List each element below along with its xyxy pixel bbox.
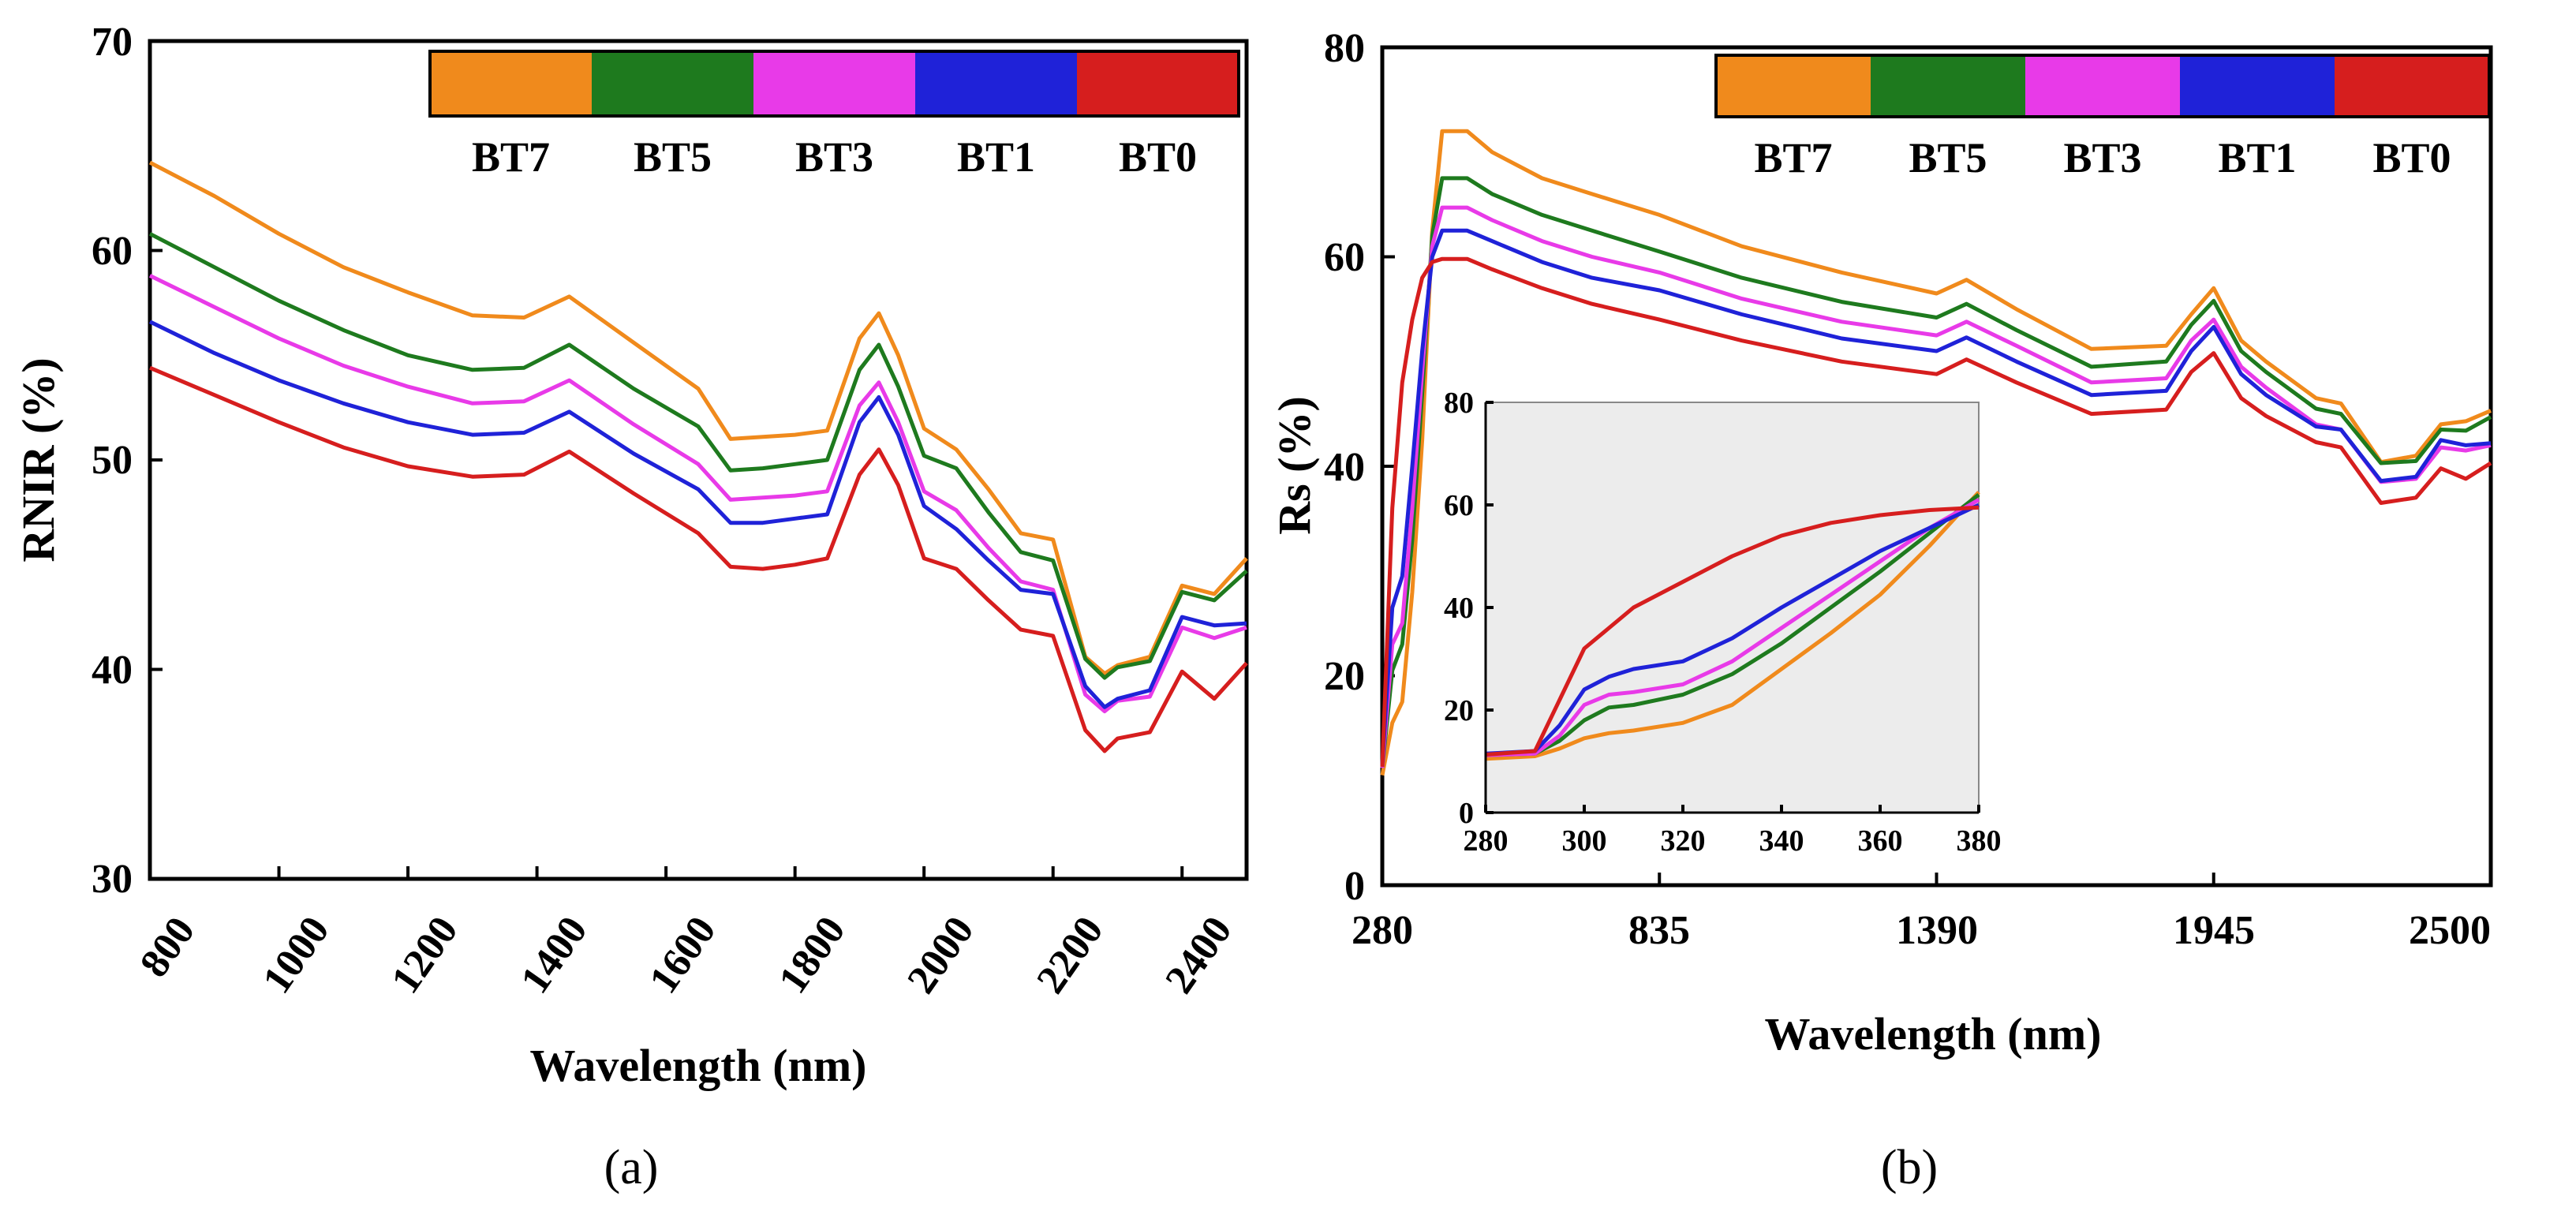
panel-a-legend-label: BT7 xyxy=(472,133,550,181)
panel-a-legend-swatch-bt3 xyxy=(753,51,915,116)
panel-a-xtick-label: 1600 xyxy=(641,909,724,1002)
inset-ytick-label: 60 xyxy=(1444,489,1474,522)
inset-line-bt3 xyxy=(1485,498,1980,757)
panel-a-legend-label: BT5 xyxy=(634,133,712,181)
panel-a-legend-swatch-bt0 xyxy=(1077,51,1239,116)
panel-a-xtick-label: 1800 xyxy=(770,909,854,1002)
panel-b-legend-swatch-bt0 xyxy=(2335,55,2489,117)
panel-b-ytick-label: 0 xyxy=(1344,864,1365,909)
panel-b-xtick-label: 1390 xyxy=(1896,908,1978,953)
panel-b-xtick-label: 1945 xyxy=(2173,908,2255,953)
panel-a-legend: BT7 BT5 BT3 BT1 BT0 xyxy=(428,50,1240,181)
panel-a-label: (a) xyxy=(604,1141,659,1194)
inset-line-bt0 xyxy=(1485,505,1980,757)
panel-b-xtick-label: 280 xyxy=(1352,908,1413,953)
panel-a-xtick-label: 1000 xyxy=(254,909,338,1002)
panel-b-legend-frame xyxy=(1714,54,2491,118)
panel-a-line-bt3 xyxy=(148,274,1247,714)
panel-b-label: (b) xyxy=(1881,1141,1938,1194)
panel-a-xtick-label: 1400 xyxy=(512,909,596,1002)
panel-b-legend-label: BT5 xyxy=(1909,134,1987,181)
inset-xtick-label: 280 xyxy=(1464,824,1509,858)
inset-xtick-label: 360 xyxy=(1858,824,1903,858)
inset-ytick-label: 40 xyxy=(1444,592,1474,625)
panel-b-x-axis-title: Wavelength (nm) xyxy=(1765,1008,2102,1060)
panel-b-ytick-label: 60 xyxy=(1324,235,1365,280)
panel-b-legend-label: BT0 xyxy=(2372,134,2451,181)
panel-b-ticks xyxy=(1381,46,2492,887)
inset-series xyxy=(1485,491,1980,761)
panel-b-y-axis-title: Rs (%) xyxy=(1269,396,1320,535)
panel-a-chart: BT7 BT5 BT3 BT1 BT0 30 40 50 60 70 800 1000 … xyxy=(13,20,1249,1194)
panel-a-legend-swatch-bt5 xyxy=(592,51,753,116)
panel-a-legend-label: BT1 xyxy=(957,133,1035,181)
panel-b-legend: BT7 BT5 BT3 BT1 BT0 xyxy=(1714,54,2491,181)
panel-b-ytick-label: 40 xyxy=(1324,445,1365,490)
panel-a-xtick-label: 2200 xyxy=(1028,909,1112,1002)
panel-b-inset-chart: 0 20 40 60 80 280 300 320 340 360 380 xyxy=(1444,387,2002,858)
panel-a-legend-swatch-bt7 xyxy=(430,51,592,116)
panel-a-xtick-label: 800 xyxy=(132,909,204,985)
inset-plot-background xyxy=(1485,402,1980,813)
panel-a-line-bt1 xyxy=(148,320,1247,709)
panel-b-chart: BT7 BT5 BT3 BT1 BT0 0 20 40 60 80 280 835 13… xyxy=(1269,26,2493,1194)
panel-b-legend-swatch-bt7 xyxy=(1716,55,1871,117)
panel-a-ticks xyxy=(148,39,1184,880)
panel-b-legend-swatch-bt1 xyxy=(2180,55,2335,117)
inset-ytick-label: 0 xyxy=(1459,797,1474,830)
panel-a-ytick-label: 70 xyxy=(92,20,133,65)
panel-b-series xyxy=(1380,129,2492,776)
inset-xtick-label: 340 xyxy=(1759,824,1804,858)
panel-b-legend-label: BT3 xyxy=(2063,134,2141,181)
panel-a-line-bt5 xyxy=(148,232,1248,680)
panel-a-ytick-label: 60 xyxy=(92,229,133,274)
panel-a-series xyxy=(148,160,1248,753)
panel-a-legend-label: BT3 xyxy=(795,133,873,181)
inset-line-bt5 xyxy=(1485,493,1980,757)
panel-a-ytick-label: 30 xyxy=(92,857,133,902)
panel-a-x-axis-title: Wavelength (nm) xyxy=(530,1040,867,1091)
inset-ticks xyxy=(1484,401,1980,814)
panel-a-legend-label: BT0 xyxy=(1119,133,1197,181)
panel-a-ytick-label: 50 xyxy=(92,438,133,483)
panel-b-xtick-label: 2500 xyxy=(2409,908,2491,953)
inset-xtick-label: 320 xyxy=(1661,824,1706,858)
panel-b-legend-label: BT1 xyxy=(2218,134,2296,181)
inset-ytick-label: 80 xyxy=(1444,387,1474,420)
inset-line-bt1 xyxy=(1485,503,1980,756)
panel-b-ytick-label: 80 xyxy=(1324,26,1365,71)
panel-a-ytick-label: 40 xyxy=(92,648,133,693)
inset-xtick-label: 380 xyxy=(1957,824,2002,858)
panel-a-legend-swatch-bt1 xyxy=(915,51,1077,116)
panel-a-xtick-label: 1200 xyxy=(383,909,466,1002)
panel-b-line-bt0 xyxy=(1380,256,2492,768)
panel-a-xtick-label: 2400 xyxy=(1157,909,1240,1002)
panel-b-legend-label: BT7 xyxy=(1754,134,1832,181)
panel-a-y-axis-title: RNIR (%) xyxy=(13,357,64,562)
panel-a-legend-frame xyxy=(428,50,1240,118)
panel-a-line-bt0 xyxy=(149,365,1248,753)
panel-b-ytick-label: 20 xyxy=(1324,654,1365,699)
panel-a-xtick-label: 2000 xyxy=(899,909,982,1002)
panel-b-xtick-label: 835 xyxy=(1628,908,1690,953)
inset-line-bt7 xyxy=(1485,491,1980,761)
inset-ytick-label: 20 xyxy=(1444,694,1474,727)
panel-b-line-bt1 xyxy=(1380,228,2492,765)
panel-a-line-bt7 xyxy=(148,160,1248,676)
inset-xtick-label: 300 xyxy=(1562,824,1607,858)
panel-b-legend-swatch-bt3 xyxy=(2025,55,2180,117)
panel-b-legend-swatch-bt5 xyxy=(1871,55,2025,117)
